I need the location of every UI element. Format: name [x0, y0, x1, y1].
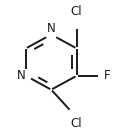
Text: Cl: Cl: [71, 6, 82, 18]
Text: F: F: [104, 69, 111, 82]
Text: N: N: [47, 22, 56, 34]
Text: Cl: Cl: [71, 117, 82, 130]
Text: N: N: [17, 69, 26, 82]
